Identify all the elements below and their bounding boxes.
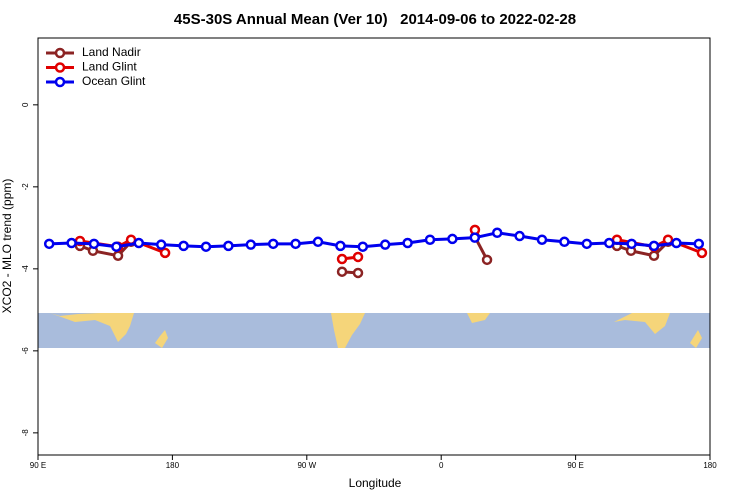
data-point: [648, 250, 660, 261]
data-point: [693, 238, 705, 250]
x-tick-label: 90 E: [567, 461, 583, 470]
data-point: [447, 233, 458, 245]
data-point: [66, 237, 77, 249]
data-point: [336, 266, 348, 277]
data-point: [491, 227, 503, 239]
legend-marker: [54, 76, 66, 88]
data-point: [43, 238, 55, 250]
data-point: [603, 237, 615, 249]
data-point: [626, 238, 637, 250]
x-tick-label: 90 W: [297, 461, 316, 470]
x-tick-label: 90 E: [30, 461, 46, 470]
x-tick-label: 180: [166, 461, 180, 470]
data-point: [671, 237, 682, 249]
data-point: [267, 238, 279, 250]
y-tick-label: 0: [21, 102, 30, 107]
legend-label: Land Glint: [82, 60, 137, 74]
data-point: [200, 241, 212, 252]
legend-label: Ocean Glint: [82, 74, 146, 88]
data-point: [357, 241, 369, 252]
data-point: [379, 239, 391, 250]
data-point: [469, 232, 481, 243]
data-point: [481, 254, 493, 266]
series-line: [49, 231, 699, 249]
data-point: [88, 238, 100, 250]
plot-frame: [37, 37, 711, 456]
y-tick-label: -2: [21, 183, 30, 191]
map-strip: [38, 313, 710, 348]
legend-marker: [54, 62, 66, 73]
data-point: [111, 241, 122, 252]
series-line: [79, 240, 133, 258]
chart-title: 45S-30S Annual Mean (Ver 10) 2014-09-06 …: [174, 11, 576, 28]
data-point: [112, 250, 124, 261]
data-point: [312, 236, 324, 248]
data-point: [133, 237, 145, 249]
data-point: [223, 240, 234, 252]
x-axis-label: Longitude: [349, 476, 402, 490]
data-point: [696, 247, 708, 259]
x-tick-label: 0: [439, 461, 444, 470]
data-point: [581, 238, 593, 250]
series-line: [616, 240, 670, 258]
y-tick-label: -6: [21, 347, 30, 355]
x-tick-label: 180: [703, 461, 717, 470]
y-tick-label: -8: [21, 429, 30, 437]
data-point: [335, 240, 346, 252]
data-point: [514, 230, 525, 242]
data-point: [402, 237, 413, 249]
y-axis-label: XCO2 - MLO trend (ppm): [0, 179, 14, 314]
y-tick-label: -4: [21, 265, 30, 273]
data-point: [155, 239, 167, 250]
data-point: [336, 253, 348, 265]
legend-label: Land Nadir: [82, 45, 141, 59]
data-point: [648, 240, 660, 252]
data-point: [536, 234, 548, 245]
data-point: [424, 234, 436, 245]
data-point: [245, 239, 257, 250]
data-point: [352, 267, 364, 279]
data-point: [290, 238, 301, 250]
data-point: [159, 247, 171, 259]
data-point: [178, 240, 189, 252]
legend-marker: [54, 47, 66, 59]
data-point: [352, 251, 364, 263]
data-point: [559, 236, 570, 248]
